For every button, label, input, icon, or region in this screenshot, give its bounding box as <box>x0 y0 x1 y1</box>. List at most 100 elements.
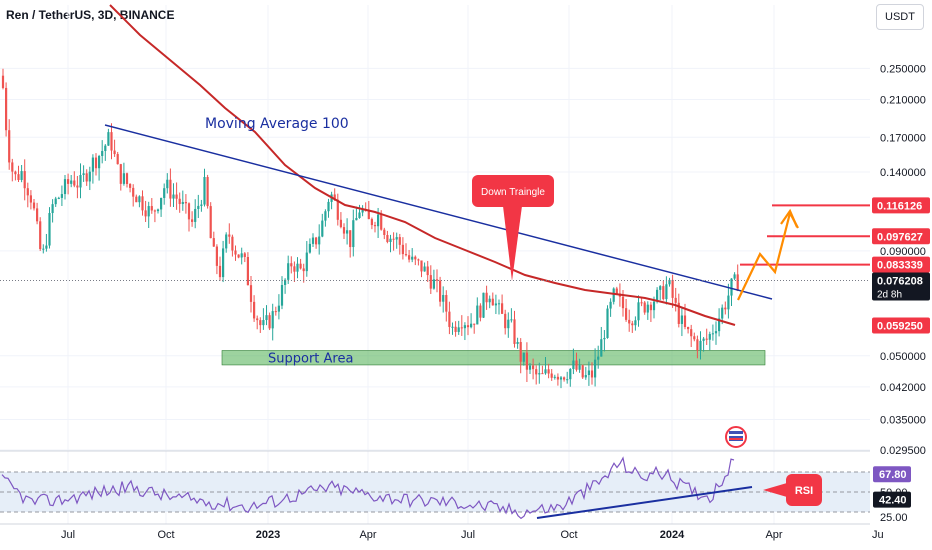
candle-body <box>14 171 17 175</box>
candle-body <box>488 298 491 303</box>
candle-body <box>42 248 45 250</box>
candle-body <box>336 199 339 220</box>
candle-body <box>395 237 398 240</box>
candle-body <box>525 352 528 370</box>
candle-body <box>129 183 132 188</box>
grid <box>0 5 870 524</box>
candle-body <box>203 177 206 205</box>
candle-body <box>463 325 466 329</box>
candle-body <box>11 162 14 172</box>
price-badge: 0.097627 <box>872 228 930 245</box>
candle-body <box>432 279 435 289</box>
candle-body <box>714 331 718 334</box>
candle-body <box>26 188 29 196</box>
price-badge-label: 0.116126 <box>877 200 922 212</box>
x-tick-label: Oct <box>560 529 577 541</box>
candle-body <box>138 196 141 203</box>
price-badge: 0.059250 <box>872 317 930 334</box>
candle-body <box>721 307 724 319</box>
candle-body <box>423 266 426 272</box>
price-badge-box <box>872 272 930 301</box>
candle-body <box>231 236 234 251</box>
candle-body <box>460 327 463 329</box>
candle-body <box>479 305 482 318</box>
candle-body <box>101 150 104 156</box>
candle-body <box>429 275 432 289</box>
candle-body <box>206 177 209 207</box>
candle-body <box>640 302 643 304</box>
candle-body <box>17 174 20 180</box>
candle-body <box>696 339 699 351</box>
candle-body <box>215 246 218 266</box>
down-triangle-box <box>472 175 554 207</box>
x-tick-label: Apr <box>359 529 376 541</box>
candle-body <box>680 315 683 324</box>
candle-body <box>122 173 125 184</box>
candle-body <box>563 377 566 380</box>
currency-button[interactable]: USDT <box>876 4 924 30</box>
candle-body <box>386 234 389 242</box>
candle-body <box>727 295 730 310</box>
price-badge-label: 0.059250 <box>877 320 923 332</box>
candle-body <box>169 179 172 199</box>
rsi-value-badge <box>873 491 911 508</box>
price-badge-label: 0.076208 <box>877 276 923 288</box>
axes: 0.250000 0.210000 0.170000 0.140000 0.090000… <box>0 30 932 541</box>
candle-body <box>420 260 423 272</box>
candle-body <box>625 308 628 320</box>
support-area-label: Support Area <box>268 352 353 367</box>
candle-body <box>57 197 60 199</box>
candle-body <box>383 229 386 235</box>
candle-body <box>237 254 240 258</box>
y-tick-label: 0.035000 <box>880 414 926 426</box>
candle-body <box>718 318 721 332</box>
candle-body <box>652 301 656 311</box>
candle-body <box>253 301 256 319</box>
candle-body <box>259 320 262 326</box>
price-badge-countdown: 2d 8h <box>877 290 902 301</box>
down-triangle-pointer <box>503 206 522 281</box>
candle-body <box>690 329 693 337</box>
candle-body <box>702 338 705 341</box>
projection-path <box>737 209 799 301</box>
candle-body <box>76 185 79 188</box>
candle-body <box>665 284 668 300</box>
candle-body <box>621 296 625 309</box>
candle-body <box>457 327 460 332</box>
candle-body <box>70 180 73 184</box>
candle-body <box>51 204 54 214</box>
candle-body <box>541 373 544 375</box>
candle-body <box>677 302 680 324</box>
rsi-trendline <box>536 486 753 519</box>
candle-body <box>528 365 532 370</box>
candle-body <box>522 352 525 362</box>
candle-body <box>181 201 184 205</box>
candle-body <box>519 342 522 362</box>
candle-body <box>687 326 690 330</box>
candle-body <box>321 220 324 237</box>
projection-arrowhead <box>780 208 799 228</box>
candle-body <box>606 308 609 338</box>
rsi-callout[interactable]: RSI <box>763 474 822 506</box>
candle-body <box>327 201 330 212</box>
candle-body <box>674 297 677 303</box>
candle-body <box>29 195 32 203</box>
candle-body <box>404 254 408 256</box>
candlesticks <box>1 68 739 389</box>
candle-body <box>73 180 76 186</box>
chart-title: Ren / TetherUS, 3D, BINANCE <box>6 8 175 22</box>
flag-icon-stripe <box>729 434 743 436</box>
price-badge-box <box>872 197 930 214</box>
candle-body <box>262 320 265 326</box>
flag-icon[interactable] <box>725 426 747 448</box>
candle-body <box>119 164 122 184</box>
candle-body <box>107 132 110 146</box>
candle-body <box>668 279 671 285</box>
x-tick-label: Oct <box>157 529 174 541</box>
down-triangle-callout[interactable]: Down Traingle <box>472 175 554 281</box>
candle-body <box>711 333 714 335</box>
candle-body <box>646 304 649 313</box>
